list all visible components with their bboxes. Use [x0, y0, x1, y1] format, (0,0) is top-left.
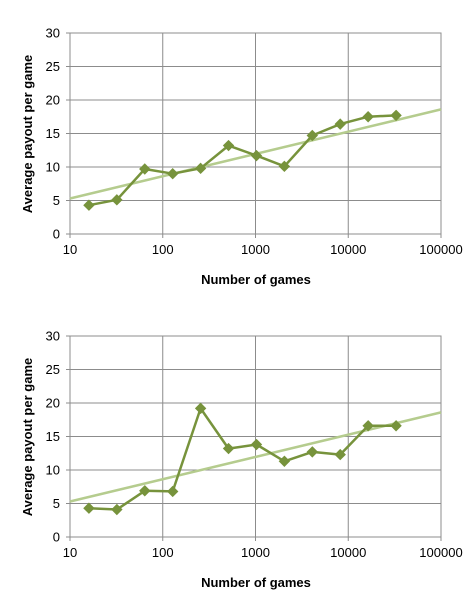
- chart-1-data-point: [194, 162, 207, 175]
- chart-1-data-point: [111, 194, 123, 206]
- chart-1: 0 5 10 15 20 25 30 10 100 1000 10000 100000 Number …: [20, 26, 463, 288]
- chart-2: 0 5 10 15 20 25 30 10 100 1000 10000 100000 Number …: [20, 329, 463, 591]
- chart-2-data-point: [362, 420, 374, 432]
- chart-2-trendline: [69, 411, 442, 503]
- chart-1-data-point: [250, 149, 263, 162]
- chart-1-y-axis-title: Average payout per game: [20, 55, 35, 213]
- chart-1-y-tick-label: 15: [46, 126, 60, 141]
- chart-2-y-tick-label: 30: [46, 329, 60, 344]
- chart-1-data-point: [139, 163, 151, 175]
- chart-1-x-tick-label: 10: [63, 242, 77, 257]
- chart-2-y-tick-label: 10: [46, 463, 60, 478]
- chart-1-data-point: [278, 160, 291, 173]
- chart-1-x-tick-label: 1000: [241, 242, 270, 257]
- chart-2-x-tick-label: 10000: [330, 545, 366, 560]
- chart-1-plot-area: 0 5 10 15 20 25 30 10 100 1000 10000 100000: [46, 26, 463, 258]
- chart-1-data-point: [362, 111, 374, 123]
- chart-2-data-point: [194, 402, 207, 415]
- chart-2-y-tick-label: 15: [46, 429, 60, 444]
- chart-1-x-axis-title: Number of games: [201, 272, 311, 287]
- chart-2-data-point: [139, 485, 151, 497]
- chart-1-data-point: [306, 129, 319, 142]
- chart-2-data-point: [166, 485, 179, 498]
- chart-1-y-tick-label: 0: [53, 227, 60, 242]
- chart-1-data-point: [83, 199, 95, 211]
- chart-2-x-tick-label: 10: [63, 545, 77, 560]
- chart-2-plot-frame: [69, 335, 442, 538]
- chart-2-x-tick-label: 1000: [241, 545, 270, 560]
- chart-1-data-point: [390, 109, 402, 122]
- chart-1-x-tick-label: 100: [152, 242, 174, 257]
- chart-2-plot-area: 0 5 10 15 20 25 30 10 100 1000 10000 100000: [46, 329, 463, 561]
- chart-2-x-axis-title: Number of games: [201, 575, 311, 590]
- chart-2-series-line: [88, 407, 397, 511]
- chart-2-data-point: [390, 420, 402, 432]
- chart-2-y-axis-title: Average payout per game: [20, 358, 35, 516]
- chart-2-data-point: [334, 448, 346, 461]
- chart-1-y-tick-label: 5: [53, 193, 60, 208]
- chart-2-data-point: [306, 446, 319, 458]
- chart-2-y-tick-label: 20: [46, 396, 60, 411]
- chart-1-y-tick-label: 30: [46, 26, 60, 41]
- chart-1-data-point: [222, 139, 235, 152]
- chart-2-data-point: [250, 438, 263, 451]
- chart-1-y-tick-label: 20: [46, 93, 60, 108]
- chart-2-data-point: [222, 442, 235, 455]
- chart-1-x-tick-label: 100000: [419, 242, 462, 257]
- chart-1-plot-frame: [69, 32, 442, 235]
- chart-2-x-tick-label: 100: [152, 545, 174, 560]
- chart-1-data-point: [166, 167, 179, 180]
- chart-2-data-point: [83, 502, 95, 514]
- chart-1-data-point: [334, 118, 346, 130]
- chart-2-data-point: [111, 503, 123, 516]
- chart-2-y-tick-label: 5: [53, 496, 60, 511]
- chart-2-y-tick-label: 25: [46, 362, 60, 377]
- chart-1-y-tick-label: 10: [46, 160, 60, 175]
- chart-1-series-line: [88, 114, 397, 207]
- chart-1-x-tick-label: 10000: [330, 242, 366, 257]
- chart-2-y-tick-label: 0: [53, 530, 60, 545]
- chart-2-data-point: [278, 455, 291, 467]
- chart-1-y-tick-label: 25: [46, 59, 60, 74]
- chart-2-x-tick-label: 100000: [419, 545, 462, 560]
